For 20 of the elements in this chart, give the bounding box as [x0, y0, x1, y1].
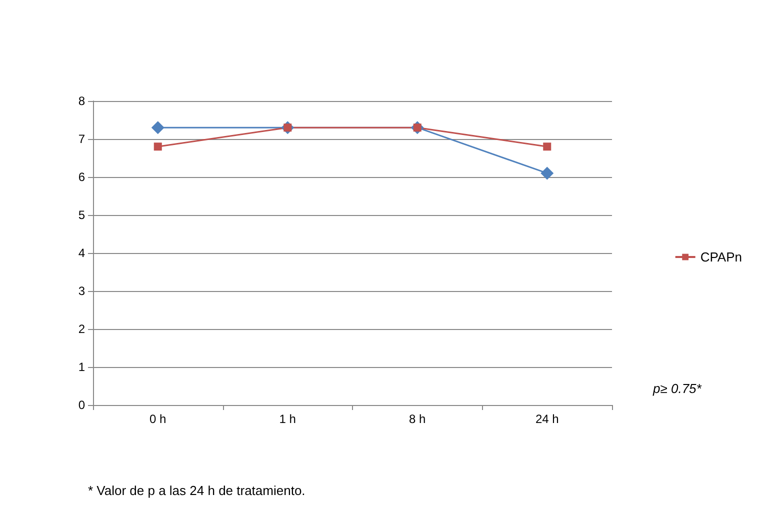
point [543, 142, 552, 151]
y-tick-label: 1 [78, 360, 86, 374]
y-tick-label: 2 [78, 322, 86, 336]
text: p≥ 0.75* [652, 381, 702, 396]
legend-label: CPAPn [700, 250, 742, 264]
point [154, 142, 162, 151]
y-tick-label: 0 [78, 398, 86, 412]
y-tick-label: 7 [78, 132, 86, 146]
y-tick-label: 6 [78, 170, 86, 184]
point [151, 121, 164, 134]
y-tick-label: 8 [78, 94, 86, 108]
point [540, 166, 554, 180]
text: * Valor de p a las 24 h de tratamiento. [88, 483, 306, 498]
y-tick-label: 4 [78, 246, 86, 260]
x-tick-label: 0 h [150, 412, 166, 426]
x-tick-label: 24 h [535, 412, 559, 426]
x-tick-label: 1 h [279, 412, 296, 426]
x-tick-label: 8 h [409, 412, 426, 426]
y-tick-label: 3 [78, 284, 86, 298]
y-tick-label: 5 [78, 208, 86, 222]
